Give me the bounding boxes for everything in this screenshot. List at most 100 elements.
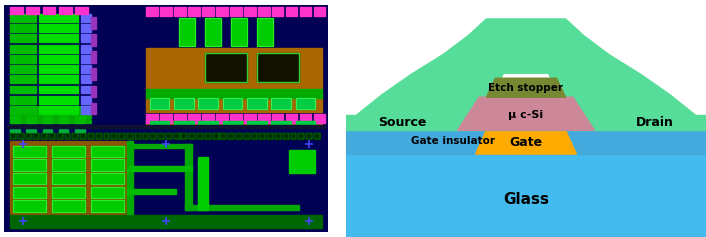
Bar <box>42 7 56 14</box>
Bar <box>13 173 46 184</box>
Bar <box>13 187 46 198</box>
Text: Gate insulator: Gate insulator <box>411 136 495 146</box>
Bar <box>179 18 195 46</box>
Bar <box>296 121 316 125</box>
Bar <box>56 133 63 139</box>
Bar <box>52 146 85 157</box>
Bar <box>181 133 187 139</box>
Bar <box>272 121 291 125</box>
Bar <box>291 133 297 139</box>
Bar <box>127 133 133 139</box>
Bar <box>10 115 91 116</box>
Bar <box>244 133 250 139</box>
Bar <box>40 14 78 22</box>
Bar <box>18 133 24 139</box>
Polygon shape <box>468 19 584 36</box>
Bar <box>13 146 46 157</box>
Bar <box>52 160 85 171</box>
Bar <box>127 189 176 194</box>
Bar <box>189 133 195 139</box>
Bar <box>300 114 311 123</box>
Text: Drain: Drain <box>635 116 674 129</box>
Bar <box>127 141 133 214</box>
Bar <box>306 133 312 139</box>
Bar <box>143 133 148 139</box>
Bar <box>52 173 85 184</box>
Bar <box>314 114 325 123</box>
Bar <box>127 144 192 148</box>
Bar <box>257 18 273 46</box>
Bar <box>230 7 241 16</box>
Bar <box>91 160 124 171</box>
Bar <box>112 133 117 139</box>
Bar <box>223 98 242 109</box>
Bar <box>64 133 71 139</box>
Bar <box>59 116 68 123</box>
Text: μ c-Si: μ c-Si <box>508 110 544 120</box>
Bar <box>49 133 55 139</box>
Bar <box>91 201 124 212</box>
Bar <box>127 166 192 171</box>
Bar <box>146 94 322 95</box>
Bar <box>40 86 78 93</box>
Bar <box>220 133 227 139</box>
Bar <box>10 55 36 63</box>
Bar <box>203 114 214 123</box>
Bar <box>244 114 256 123</box>
Bar <box>75 116 85 123</box>
Bar <box>91 68 96 80</box>
Bar <box>13 160 46 171</box>
Bar <box>33 133 40 139</box>
Bar <box>179 18 195 46</box>
Bar <box>251 133 258 139</box>
Bar <box>216 7 227 16</box>
Polygon shape <box>457 97 594 130</box>
Bar <box>291 133 297 139</box>
Bar <box>268 133 273 139</box>
Bar <box>13 187 46 198</box>
Bar <box>258 114 270 123</box>
Bar <box>10 86 36 93</box>
Bar <box>41 133 47 139</box>
Bar <box>300 7 311 16</box>
Bar <box>150 121 169 125</box>
Polygon shape <box>483 75 569 115</box>
Bar <box>143 133 148 139</box>
Bar <box>189 7 200 16</box>
Bar <box>181 133 187 139</box>
Bar <box>205 133 210 139</box>
Bar <box>135 133 140 139</box>
Bar <box>10 122 91 123</box>
Bar <box>283 133 289 139</box>
Bar <box>160 114 172 123</box>
Bar <box>81 86 91 93</box>
Bar <box>88 133 94 139</box>
Bar <box>257 53 299 82</box>
Bar <box>244 133 250 139</box>
Bar <box>286 7 297 16</box>
Bar <box>10 218 322 219</box>
Bar <box>33 133 40 139</box>
Bar <box>198 98 218 109</box>
Bar <box>299 133 304 139</box>
Bar <box>13 173 46 184</box>
Bar <box>91 173 124 184</box>
Bar <box>283 133 289 139</box>
Bar <box>272 7 284 16</box>
Bar <box>231 18 247 46</box>
Bar <box>91 146 124 157</box>
Bar <box>75 7 88 14</box>
Bar <box>231 18 247 46</box>
Bar <box>52 146 85 157</box>
Bar <box>7 5 140 125</box>
Bar <box>272 98 291 109</box>
Bar <box>91 187 124 198</box>
Bar <box>346 115 706 130</box>
Bar <box>13 160 46 171</box>
Bar <box>10 106 91 107</box>
Bar <box>41 133 47 139</box>
Bar <box>186 205 299 210</box>
Bar <box>91 160 124 171</box>
Bar <box>268 133 273 139</box>
Bar <box>174 114 186 123</box>
